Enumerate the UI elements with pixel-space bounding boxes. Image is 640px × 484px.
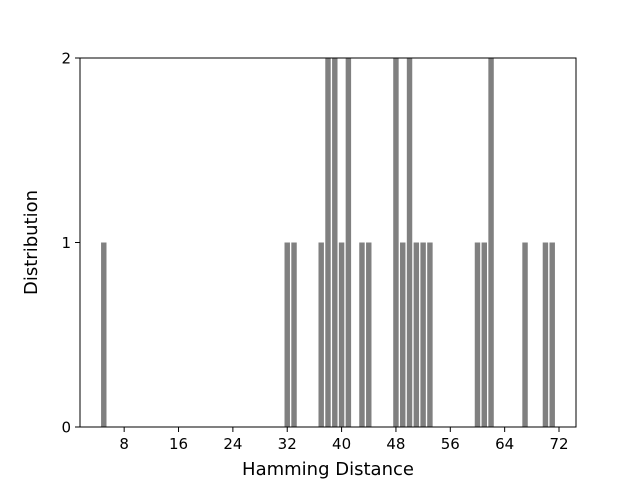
bar-5 [101, 242, 107, 427]
bar-61 [481, 242, 487, 427]
bar-49 [400, 242, 406, 427]
bar-41 [345, 58, 352, 427]
bar-60 [474, 242, 481, 427]
x-tick-label: 40 [332, 435, 351, 453]
y-tick-label: 0 [61, 419, 71, 437]
bar-70 [542, 242, 549, 427]
bar-71 [549, 242, 555, 427]
bar-33 [291, 242, 297, 427]
x-tick-label: 32 [278, 435, 297, 453]
y-tick-label: 2 [61, 50, 71, 68]
x-tick-label: 24 [223, 435, 242, 453]
bar-48 [393, 58, 399, 427]
bar-53 [427, 242, 433, 427]
x-tick-label: 16 [169, 435, 188, 453]
bar-51 [413, 242, 420, 427]
bar-44 [366, 242, 372, 427]
y-tick-label: 1 [61, 234, 71, 252]
x-tick-label: 72 [549, 435, 568, 453]
bar-37 [318, 242, 324, 427]
y-axis-label: Distribution [21, 190, 42, 295]
bar-39 [332, 58, 338, 427]
x-axis-label: Hamming Distance [242, 459, 414, 480]
bar-52 [420, 242, 426, 427]
bar-50 [406, 58, 413, 427]
bar-32 [284, 242, 290, 427]
bar-62 [488, 58, 494, 427]
y-axis-ticks: 0 1 2 [61, 50, 80, 437]
bar-40 [338, 242, 345, 427]
bar-43 [359, 242, 365, 427]
x-tick-label: 56 [441, 435, 460, 453]
x-axis-ticks: 8 16 24 32 40 48 56 64 72 [119, 427, 569, 453]
x-tick-label: 48 [386, 435, 405, 453]
bar-38 [325, 58, 331, 427]
x-tick-label: 8 [119, 435, 129, 453]
x-tick-label: 64 [495, 435, 514, 453]
bar-67 [522, 242, 528, 427]
bars-group [101, 58, 555, 427]
